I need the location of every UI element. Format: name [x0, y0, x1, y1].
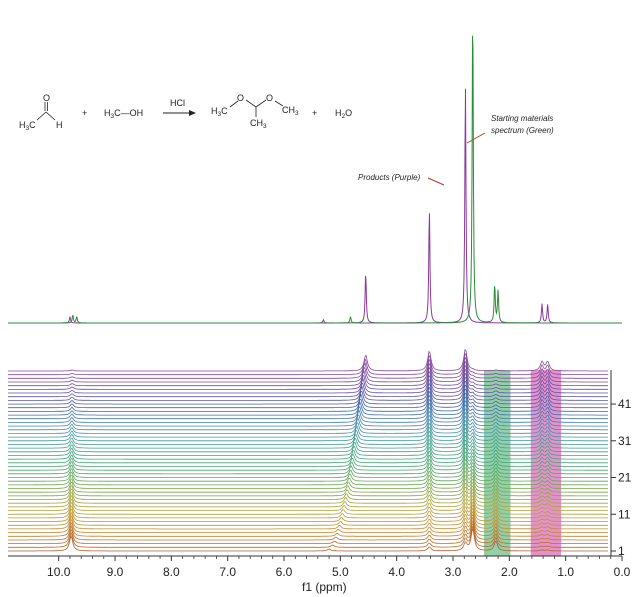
x-tick-label: 3.0: [445, 565, 462, 579]
stacked-trace-2: [8, 525, 608, 548]
acetaldehyde-h3c: H3C: [19, 120, 36, 132]
trace-tick-label: 21: [618, 471, 632, 485]
stacked-trace-38: [8, 396, 608, 416]
stacked-trace-33: [8, 415, 608, 434]
x-tick-label: 6.0: [276, 565, 293, 579]
overlay-series-1: [8, 35, 622, 324]
stacked-trace-8: [8, 507, 608, 526]
stacked-trace-36: [8, 404, 608, 423]
stacked-trace-16: [8, 481, 608, 497]
trace-tick-label: 41: [618, 397, 632, 411]
plus-sign-1: +: [82, 108, 87, 118]
stacked-trace-35: [8, 408, 608, 427]
water-formula: H2O: [335, 108, 352, 120]
stacked-trace-9: [8, 504, 608, 522]
x-tick-label: 2.0: [501, 565, 518, 579]
acetaldehyde-structure: H3C O H: [19, 93, 63, 132]
trace-tick-label: 1: [618, 544, 625, 558]
x-tick-label: 4.0: [388, 565, 405, 579]
methanol-formula: H3C—OH: [104, 108, 143, 120]
svg-text:CH3: CH3: [250, 118, 267, 130]
stacked-trace-30: [8, 427, 608, 445]
acetaldehyde-o: O: [43, 93, 50, 103]
stacked-trace-26: [8, 443, 608, 460]
stacked-trace-45: [8, 368, 608, 390]
x-tick-label: 5.0: [332, 565, 349, 579]
stacked-trace-49: [8, 352, 608, 376]
starting-materials-pointer: [466, 132, 486, 144]
x-tick-label: 0.0: [614, 565, 631, 579]
stacked-trace-10: [8, 500, 608, 519]
stacked-trace-48: [8, 356, 608, 379]
starting-materials-label-line2: spectrum (Green): [491, 126, 554, 135]
stacked-trace-20: [8, 467, 608, 482]
stacked-trace-3: [8, 522, 608, 544]
x-axis-title: f1 (ppm): [302, 580, 347, 594]
stacked-trace-46: [8, 364, 608, 387]
x-tick-label: 7.0: [219, 565, 236, 579]
x-tick-label: 1.0: [557, 565, 574, 579]
stacked-trace-43: [8, 376, 608, 398]
annotations: Starting materials spectrum (Green) Prod…: [358, 114, 554, 186]
stacked-spectra: [8, 348, 608, 552]
stacked-trace-25: [8, 447, 608, 464]
stacked-trace-24: [8, 451, 608, 467]
stacked-trace-21: [8, 463, 608, 478]
stacked-trace-41: [8, 384, 608, 405]
stacked-trace-42: [8, 380, 608, 401]
stacked-trace-34: [8, 411, 608, 431]
stacked-trace-5: [8, 516, 608, 537]
overlay-series-0: [8, 88, 622, 324]
stacked-trace-31: [8, 423, 608, 442]
trace-tick-label: 31: [618, 434, 632, 448]
stacked-trace-39: [8, 392, 608, 412]
stacked-trace-22: [8, 459, 608, 475]
acetal-structure: H3C O O CH3 CH3: [211, 93, 299, 130]
stacked-trace-11: [8, 497, 608, 515]
stacked-trace-12: [8, 494, 608, 511]
reaction-arrow: [163, 110, 196, 116]
stacked-trace-13: [8, 491, 608, 508]
x-axis: 10.0 9.0 8.0 7.0 6.0 5.0 4.0 3.0 2.0 1.0 0.0: [8, 555, 631, 579]
stacked-trace-14: [8, 488, 608, 504]
catalyst-label: HCl: [170, 98, 185, 108]
stacked-trace-37: [8, 400, 608, 420]
stacked-trace-44: [8, 372, 608, 394]
x-tick-label: 9.0: [107, 565, 124, 579]
stacked-trace-23: [8, 455, 608, 471]
stacked-trace-4: [8, 519, 608, 541]
stacked-trace-28: [8, 435, 608, 453]
stacked-trace-15: [8, 484, 608, 500]
products-pointer: [427, 177, 445, 186]
stacked-trace-17: [8, 478, 608, 493]
stacked-trace-1: [8, 527, 608, 552]
stacked-trace-6: [8, 513, 608, 533]
stacked-trace-47: [8, 360, 608, 383]
products-label: Products (Purple): [358, 173, 421, 182]
plus-sign-2: +: [312, 108, 317, 118]
acetaldehyde-h: H: [56, 120, 63, 130]
acetal-o-right: O: [266, 93, 273, 103]
stacked-trace-7: [8, 510, 608, 530]
reaction-scheme: H3C O H + H3C—OH HCl H3C O O CH3 CH3: [19, 93, 352, 132]
x-tick-label: 10.0: [47, 565, 71, 579]
stacked-trace-18: [8, 474, 608, 489]
overlay-spectra: [8, 35, 622, 324]
trace-tick-label: 11: [618, 507, 631, 521]
acetal-o-left: O: [237, 93, 244, 103]
stacked-trace-27: [8, 439, 608, 456]
x-tick-label: 8.0: [163, 565, 180, 579]
stacked-trace-40: [8, 388, 608, 409]
starting-materials-label-line1: Starting materials: [491, 114, 553, 123]
stacked-trace-19: [8, 470, 608, 486]
svg-text:CH3: CH3: [282, 105, 299, 117]
stacked-trace-29: [8, 431, 608, 449]
svg-text:H3C: H3C: [211, 106, 228, 118]
stacked-trace-50: [8, 348, 608, 372]
stacked-trace-32: [8, 419, 608, 438]
